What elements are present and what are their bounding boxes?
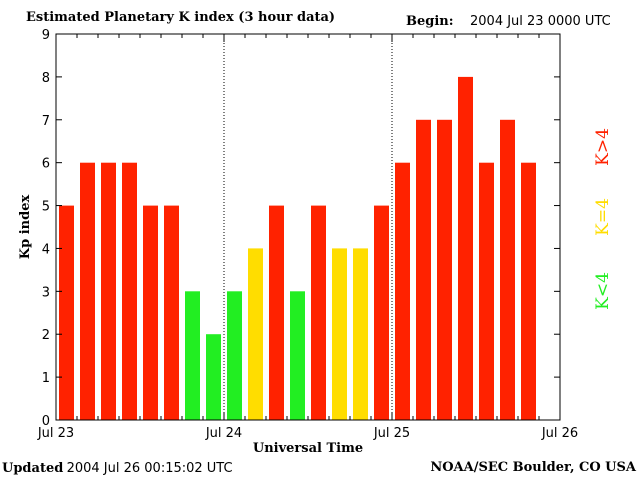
- kp-bar: [311, 205, 326, 420]
- y-tick-label: 7: [42, 114, 50, 129]
- legend-high: K>4: [593, 128, 613, 166]
- kp-bar: [437, 119, 452, 421]
- kp-bar: [353, 248, 368, 420]
- y-tick-label: 4: [42, 242, 50, 257]
- y-tick-label: 1: [42, 371, 50, 386]
- updated-label: Updated: [2, 461, 64, 476]
- kp-bar: [185, 291, 200, 420]
- kp-bar: [227, 291, 242, 420]
- plot-frame: [55, 33, 561, 421]
- x-axis-label: Universal Time: [253, 441, 363, 456]
- y-tick-label: 5: [42, 200, 50, 215]
- kp-bar: [290, 291, 305, 420]
- updated-line: Updated 2004 Jul 26 00:15:02 UTC: [2, 460, 233, 476]
- kp-bar: [59, 205, 74, 420]
- bar-group: [59, 76, 536, 421]
- chart-title: Estimated Planetary K index (3 hour data…: [26, 10, 336, 25]
- kp-bar: [332, 248, 347, 420]
- legend-equal: K=4: [593, 198, 613, 236]
- y-tick-label: 2: [42, 328, 50, 343]
- kp-bar: [101, 162, 116, 420]
- kp-bar: [521, 162, 536, 420]
- y-axis-label: Kp index: [18, 195, 33, 260]
- kp-bar: [80, 162, 95, 420]
- y-tick-label: 0: [42, 414, 50, 429]
- credit-text: NOAA/SEC Boulder, CO USA: [430, 460, 636, 475]
- kp-bar: [374, 205, 389, 420]
- day-separators: [223, 34, 393, 420]
- kp-bar: [122, 162, 137, 420]
- kp-bar: [395, 162, 410, 420]
- kp-bar: [164, 205, 179, 420]
- x-tick-label: Jul 24: [205, 426, 242, 441]
- kp-bar: [143, 205, 158, 420]
- begin-label: Begin:: [406, 14, 454, 29]
- kp-bar: [248, 248, 263, 420]
- y-tick-label: 3: [42, 285, 50, 300]
- kp-bar: [479, 162, 494, 420]
- y-tick-label: 9: [42, 28, 50, 43]
- kp-bar: [416, 119, 431, 421]
- legend-low: K<4: [593, 272, 613, 310]
- kp-bar: [500, 119, 515, 421]
- x-tick-label: Jul 26: [541, 426, 578, 441]
- y-tick-label: 8: [42, 71, 50, 86]
- kp-bar: [458, 76, 473, 421]
- begin-value: 2004 Jul 23 0000 UTC: [470, 14, 611, 29]
- x-tick-labels: Jul 23 Jul 24 Jul 25 Jul 26: [37, 426, 578, 441]
- updated-value: 2004 Jul 26 00:15:02 UTC: [66, 461, 233, 476]
- x-tick-label: Jul 25: [373, 426, 410, 441]
- kp-bar: [206, 334, 221, 420]
- x-tick-label: Jul 23: [37, 426, 74, 441]
- y-tick-label: 6: [42, 157, 50, 172]
- y-tick-labels: 0 1 2 3 4 5 6 7 8 9: [42, 28, 50, 429]
- kp-bar: [269, 205, 284, 420]
